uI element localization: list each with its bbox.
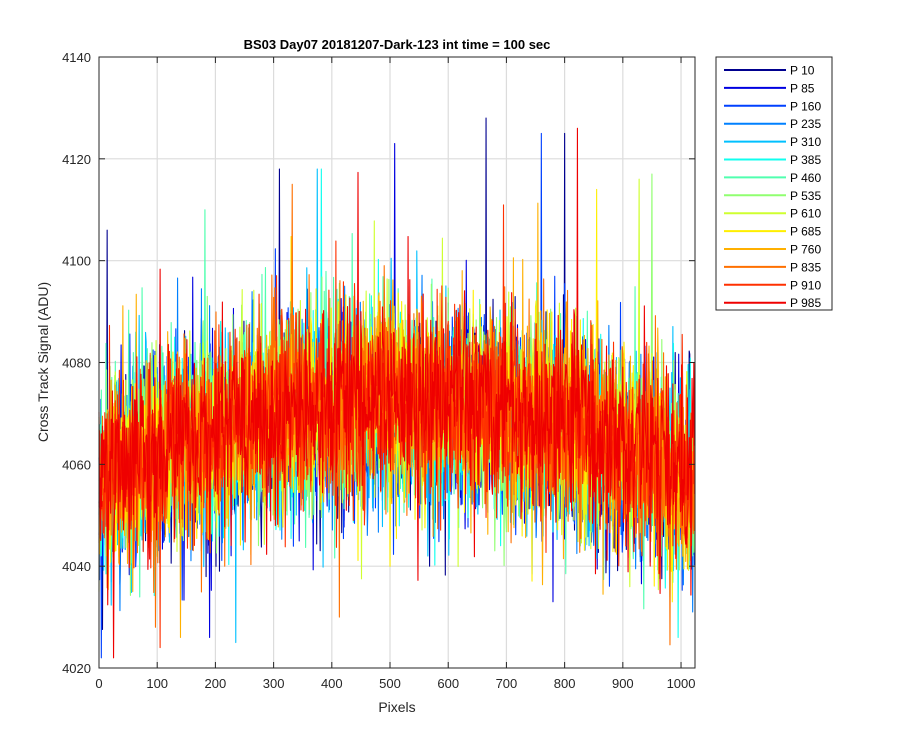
legend-entry: P 160 [790, 99, 821, 113]
legend-entry: P 460 [790, 171, 821, 185]
x-tick-label: 300 [263, 676, 285, 691]
legend-entry: P 385 [790, 153, 821, 167]
x-tick-label: 200 [205, 676, 227, 691]
legend-entry: P 535 [790, 189, 821, 203]
legend-entry: P 235 [790, 117, 821, 131]
x-tick-label: 800 [554, 676, 576, 691]
x-tick-label: 0 [95, 676, 102, 691]
x-tick-label: 100 [146, 676, 168, 691]
legend-entry: P 10 [790, 64, 815, 78]
y-axis-label: Cross Track Signal (ADU) [35, 282, 51, 442]
x-tick-label: 700 [496, 676, 518, 691]
series-group [98, 117, 695, 659]
x-tick-label: 400 [321, 676, 343, 691]
legend-entry: P 910 [790, 278, 821, 292]
x-tick-label: 600 [437, 676, 459, 691]
x-tick-label: 1000 [667, 676, 696, 691]
chart-title: BS03 Day07 20181207-Dark-123 int time = … [244, 37, 551, 52]
legend-entry: P 610 [790, 207, 821, 221]
legend-entry: P 835 [790, 260, 821, 274]
x-tick-label: 500 [379, 676, 401, 691]
legend-entry: P 685 [790, 225, 821, 239]
y-tick-label: 4120 [62, 152, 91, 167]
y-tick-label: 4080 [62, 356, 91, 371]
y-tick-label: 4140 [62, 50, 91, 65]
series-line-p985 [98, 127, 695, 659]
legend-entry: P 85 [790, 81, 815, 95]
y-tick-label: 4100 [62, 254, 91, 269]
legend: P 10 P 85 P 160 P 235 P 310 P 385 P 460 P 535 P … [715, 56, 833, 311]
legend-entry: P 760 [790, 243, 821, 257]
legend-entry: P 985 [790, 296, 821, 310]
y-tick-label: 4060 [62, 457, 91, 472]
x-axis-label: Pixels [378, 699, 415, 715]
y-tick-label: 4040 [62, 559, 91, 574]
x-tick-label: 900 [612, 676, 634, 691]
ticks: 0 100 200 300 400 500 600 700 800 900 1000 4020 4040… [62, 50, 695, 691]
y-tick-label: 4020 [62, 661, 91, 676]
legend-entry: P 310 [790, 135, 821, 149]
